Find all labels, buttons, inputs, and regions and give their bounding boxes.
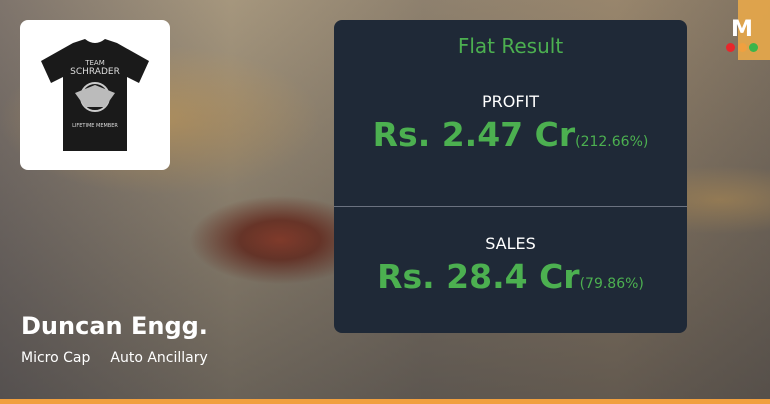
svg-text:TEAM: TEAM xyxy=(84,59,105,67)
sales-amount: Rs. 28.4 Cr xyxy=(377,257,580,296)
sales-change: (79.86%) xyxy=(579,276,644,292)
brand-logo: M xyxy=(724,17,760,52)
profit-label: PROFIT xyxy=(481,92,540,111)
profit-value: Rs. 2.47 Cr(212.66%) xyxy=(334,115,687,154)
divider xyxy=(334,206,687,207)
logo-letter: M xyxy=(731,17,753,42)
svg-text:LIFETIME MEMBER: LIFETIME MEMBER xyxy=(72,123,118,129)
profit-change: (212.66%) xyxy=(575,134,649,150)
company-name: Duncan Engg. xyxy=(21,312,208,340)
market-cap-tag: Micro Cap xyxy=(21,350,91,366)
green-dot-icon xyxy=(749,43,758,52)
company-tags: Micro Cap Auto Ancillary xyxy=(21,350,208,366)
sales-value: Rs. 28.4 Cr(79.86%) xyxy=(334,257,687,296)
svg-text:SCHRADER: SCHRADER xyxy=(70,67,120,77)
red-dot-icon xyxy=(726,43,735,52)
result-title: Flat Result xyxy=(457,34,564,58)
tshirt-image: TEAM SCHRADER LIFETIME MEMBER xyxy=(41,39,149,151)
orange-dot-icon xyxy=(737,43,747,52)
product-thumbnail: TEAM SCHRADER LIFETIME MEMBER xyxy=(20,20,170,170)
result-panel: Flat Result PROFIT Rs. 2.47 Cr(212.66%) … xyxy=(334,20,687,333)
sales-label: SALES xyxy=(485,234,536,253)
bottom-accent-bar xyxy=(0,399,770,404)
industry-tag: Auto Ancillary xyxy=(110,350,208,366)
profit-amount: Rs. 2.47 Cr xyxy=(372,115,576,154)
